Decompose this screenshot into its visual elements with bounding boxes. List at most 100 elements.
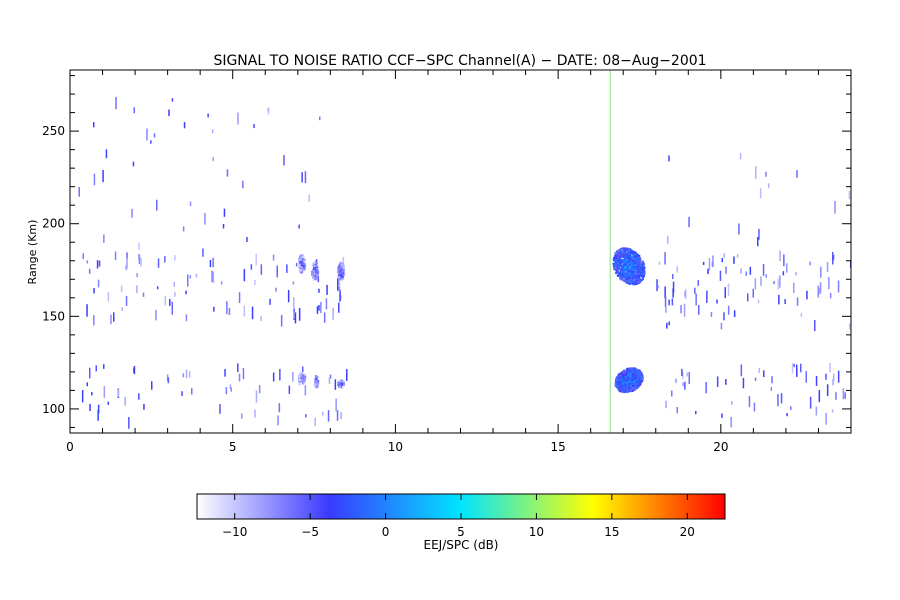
noise-speckle [189, 275, 192, 279]
echo-cell [629, 275, 632, 278]
echo-cell [623, 391, 626, 393]
noise-speckle [829, 362, 831, 373]
echo-cell [626, 248, 629, 251]
noise-speckle [672, 274, 674, 280]
echo-cell [303, 379, 305, 382]
colorbar-tick-label: −10 [222, 525, 247, 539]
noise-speckle [243, 305, 246, 317]
echo-cell [302, 262, 305, 265]
echo-cell [617, 262, 619, 265]
noise-speckle [762, 264, 765, 276]
noise-speckle [243, 269, 246, 282]
x-tick-label: 20 [713, 440, 728, 454]
echo-cell [636, 381, 639, 384]
x-tick-label: 15 [550, 440, 565, 454]
echo-cell [637, 280, 640, 283]
echo-cell [620, 385, 623, 388]
colorbar-tick-label: 20 [680, 525, 695, 539]
noise-speckle [832, 254, 835, 261]
noise-speckle [682, 382, 684, 387]
echo-cell [624, 260, 627, 263]
noise-speckle [269, 298, 271, 305]
noise-speckle [795, 271, 797, 276]
noise-speckle [719, 270, 722, 281]
echo-cell [632, 251, 635, 254]
echo-cell [643, 270, 646, 273]
noise-speckle [796, 170, 798, 178]
echo-cell [636, 372, 638, 375]
echo-cell [622, 382, 625, 385]
noise-speckle [320, 301, 322, 314]
noise-speckle [238, 292, 241, 303]
echo-cell [342, 382, 345, 385]
noise-speckle [793, 282, 795, 293]
echo-cell [628, 278, 631, 281]
echo-cell [626, 377, 629, 380]
echo-cell [613, 257, 616, 260]
echo-cell [640, 268, 643, 271]
echo-cell [615, 270, 618, 273]
echo-cell [633, 253, 636, 256]
noise-speckle [683, 303, 686, 317]
noise-speckle [758, 368, 760, 373]
echo-cell [613, 268, 616, 270]
echo-cell [642, 277, 644, 280]
noise-speckle [767, 183, 770, 189]
echo-cell [628, 252, 630, 255]
noise-speckle [753, 402, 756, 412]
echo-cell [341, 262, 344, 265]
noise-speckle [169, 298, 171, 306]
echo-cell [613, 264, 616, 266]
echo-cell [341, 275, 344, 278]
echo-cell [639, 374, 642, 377]
echo-cell [624, 276, 627, 279]
echo-cell [340, 278, 343, 281]
echo-cell [624, 265, 626, 268]
noise-speckle [681, 368, 683, 376]
echo-cell [622, 273, 625, 276]
noise-speckle [742, 377, 745, 389]
noise-speckle [826, 262, 829, 272]
echo-cell [624, 386, 627, 389]
echo-cell [312, 262, 315, 265]
echo-cell [635, 368, 638, 371]
noise-speckle [705, 382, 707, 394]
echo-cell [629, 374, 632, 377]
x-tick-label: 0 [66, 440, 74, 454]
noise-speckle [779, 250, 781, 262]
noise-speckle [89, 404, 91, 411]
noise-speckle [292, 371, 294, 382]
echo-cell [301, 271, 303, 274]
noise-speckle [185, 369, 188, 379]
noise-speckle [238, 373, 241, 382]
echo-cell [616, 251, 619, 254]
echo-cell [632, 385, 635, 387]
echo-cell [638, 272, 640, 275]
echo-cell [633, 368, 636, 371]
noise-speckle [153, 133, 156, 138]
echo-cell [623, 267, 626, 270]
echo-cell [630, 377, 633, 380]
noise-speckle [226, 301, 228, 315]
noise-speckle [739, 153, 742, 160]
colorbar-tick-label: 5 [457, 525, 465, 539]
echo-cell [632, 262, 635, 265]
noise-speckle [132, 161, 135, 167]
echo-cell [619, 381, 622, 383]
noise-speckle [293, 297, 295, 308]
chart-title: SIGNAL TO NOISE RATIO CCF−SPC Channel(A)… [213, 53, 706, 69]
noise-speckle [93, 173, 96, 186]
echo-cell [627, 277, 630, 280]
echo-cell [632, 283, 635, 286]
echo-cell [630, 266, 633, 269]
noise-speckle [126, 258, 128, 269]
echo-cell [639, 259, 642, 262]
noise-speckle [212, 157, 214, 162]
noise-speckle [220, 281, 223, 285]
colorbar-label: EEJ/SPC (dB) [423, 538, 498, 552]
echo-cell [638, 375, 641, 378]
noise-speckle [267, 107, 269, 112]
echo-cell [637, 261, 640, 264]
echo-cell [313, 263, 316, 266]
